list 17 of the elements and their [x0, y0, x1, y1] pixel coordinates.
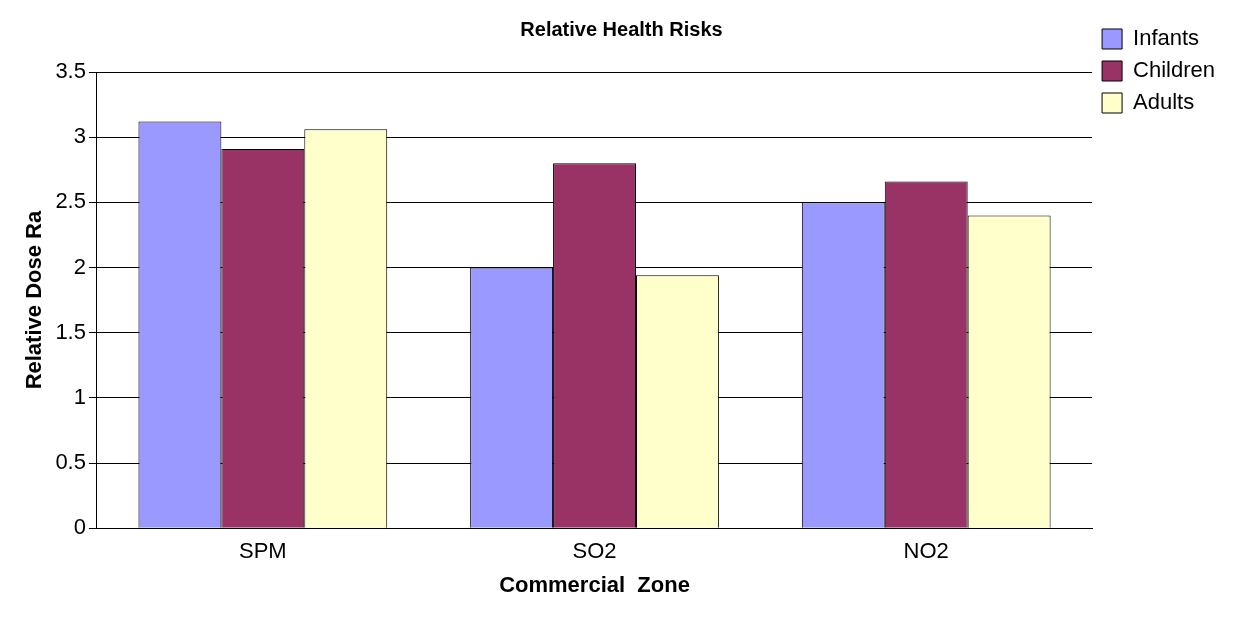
y-axis-title: Relative Dose Ra: [21, 210, 47, 390]
x-tick-label: SPM: [238, 538, 287, 564]
chart-title: Relative Health Risks: [520, 17, 723, 40]
y-tick-label: 0: [73, 514, 86, 540]
y-tick-label: 1: [73, 383, 86, 409]
y-tick-label: 2.5: [55, 188, 86, 214]
y-tick-label: 3: [73, 123, 86, 149]
x-axis-title: Commercial Zone: [499, 571, 690, 597]
y-tick-label: 3.5: [55, 58, 86, 84]
x-tick-label: SO2: [572, 538, 617, 564]
legend-label: Adults: [1133, 89, 1195, 115]
y-tick-label: 1.5: [55, 318, 86, 344]
y-tick-label: 2: [73, 253, 86, 279]
y-tick-label: 0.5: [55, 449, 86, 475]
legend-label: Children: [1133, 57, 1216, 83]
legend-label: Infants: [1133, 25, 1200, 51]
x-tick-label: NO2: [903, 538, 949, 564]
